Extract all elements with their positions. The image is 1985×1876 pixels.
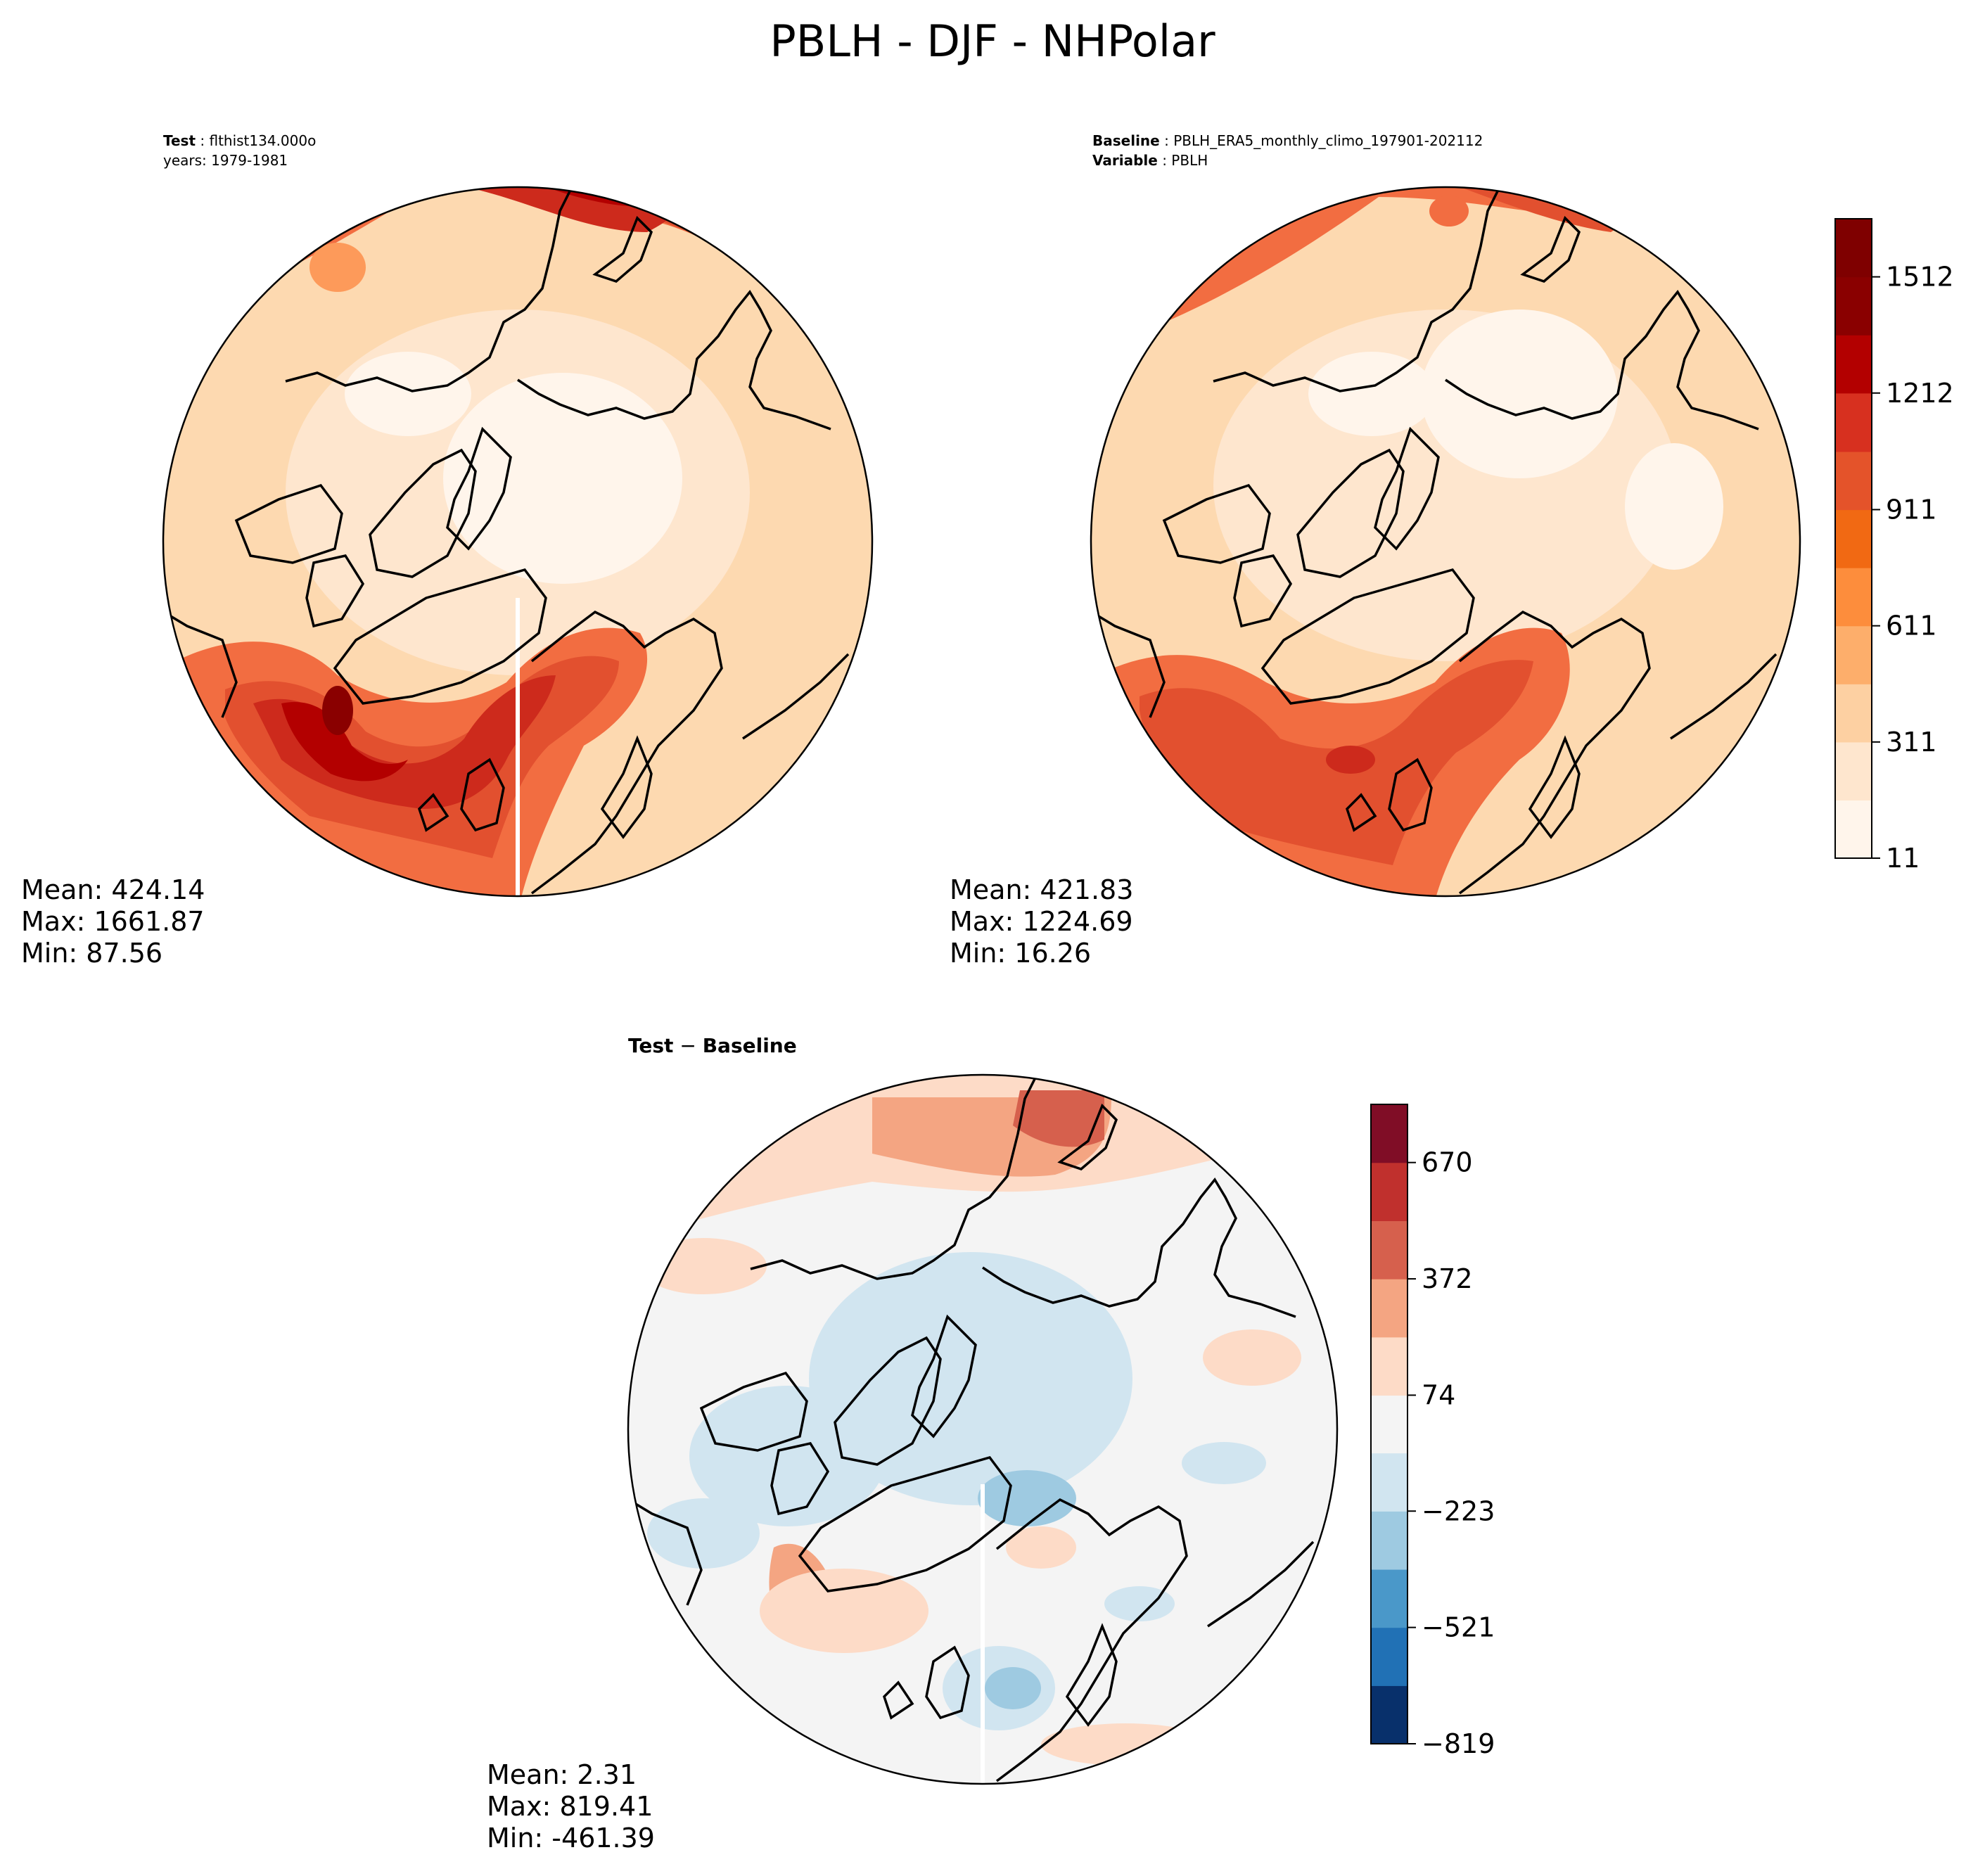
diff-colorbar: −819 −521 −223 74 372 670 xyxy=(1370,1104,1495,1759)
pblh-colorbar-tick-label: 1512 xyxy=(1886,262,1954,293)
diff-panel: Test − Baseline xyxy=(487,1034,1339,1853)
baseline-max-stat: Max: 1224.69 xyxy=(950,906,1133,937)
pblh-colorbar-segment xyxy=(1835,219,1872,278)
test-map-frame xyxy=(162,186,874,898)
diff-colorbar-tick-label: 74 xyxy=(1422,1379,1455,1410)
test-mean-stat: Mean: 424.14 xyxy=(21,874,205,905)
pblh-colorbar-frame xyxy=(1834,218,1872,859)
test-case-label: Test : flthist134.000o xyxy=(163,132,316,149)
test-panel: Test : flthist134.000o years: 1979-1981 xyxy=(21,132,874,969)
diff-colorbar-segment xyxy=(1371,1104,1408,1163)
pblh-colorbar-segment xyxy=(1835,800,1872,859)
diff-map xyxy=(628,1075,1337,1784)
diff-colorbar-segment xyxy=(1371,1279,1408,1338)
pblh-colorbar-segment xyxy=(1835,276,1872,336)
baseline-variable-label: Variable : PBLH xyxy=(1092,152,1208,169)
pblh-colorbar-segment xyxy=(1835,335,1872,394)
pblh-colorbar-tick-label: 311 xyxy=(1886,727,1937,758)
diff-colorbar-tick-label: 372 xyxy=(1422,1263,1473,1294)
diff-colorbar-segment xyxy=(1371,1220,1408,1280)
pblh-colorbar-segment xyxy=(1835,509,1872,568)
diff-panel-title: Test − Baseline xyxy=(628,1034,797,1057)
diff-colorbar-segment xyxy=(1371,1511,1408,1570)
pblh-colorbar-segment xyxy=(1835,393,1872,452)
figure-title: PBLH - DJF - NHPolar xyxy=(770,15,1215,67)
diff-colorbar-tick-label: −521 xyxy=(1422,1612,1495,1643)
diff-min-stat: Min: -461.39 xyxy=(487,1823,655,1853)
diff-colorbar-tick-label: −819 xyxy=(1422,1728,1495,1759)
baseline-case-label: Baseline : PBLH_ERA5_monthly_climo_19790… xyxy=(1092,132,1483,149)
pblh-colorbar-segment xyxy=(1835,451,1872,511)
pblh-colorbar-tick-label: 611 xyxy=(1886,611,1937,642)
pblh-colorbar-segment xyxy=(1835,568,1872,627)
pblh-colorbar-segment xyxy=(1835,684,1872,743)
baseline-map-frame xyxy=(1090,186,1801,898)
pblh-colorbar-tick-label: 11 xyxy=(1886,843,1920,874)
diff-map-frame xyxy=(627,1073,1339,1785)
pblh-colorbar-tick-label: 911 xyxy=(1886,494,1937,525)
diff-colorbar-tick-label: −223 xyxy=(1422,1495,1495,1526)
diff-colorbar-segment xyxy=(1371,1336,1408,1396)
diff-colorbar-segment xyxy=(1371,1162,1408,1221)
test-years-label: years: 1979-1981 xyxy=(163,152,288,169)
pblh-colorbar-segment xyxy=(1835,625,1872,684)
test-map xyxy=(163,187,872,896)
diff-colorbar-tick-label: 670 xyxy=(1422,1147,1473,1178)
diff-colorbar-segment xyxy=(1371,1453,1408,1512)
diff-colorbar-segment xyxy=(1371,1685,1408,1744)
baseline-min-stat: Min: 16.26 xyxy=(950,938,1091,969)
diff-colorbar-segment xyxy=(1371,1569,1408,1628)
test-max-stat: Max: 1661.87 xyxy=(21,906,205,937)
pblh-colorbar-tick-label: 1212 xyxy=(1886,378,1954,409)
baseline-mean-stat: Mean: 421.83 xyxy=(950,874,1133,905)
diff-mean-stat: Mean: 2.31 xyxy=(487,1759,637,1790)
test-min-stat: Min: 87.56 xyxy=(21,938,162,969)
pblh-colorbar-segment xyxy=(1835,741,1872,801)
baseline-panel: Baseline : PBLH_ERA5_monthly_climo_19790… xyxy=(950,132,1801,969)
diff-colorbar-segment xyxy=(1371,1627,1408,1686)
pblh-colorbar: 11 311 611 911 1212 1512 xyxy=(1834,218,1954,874)
diff-colorbar-frame xyxy=(1370,1104,1408,1744)
diff-colorbar-segment xyxy=(1371,1395,1408,1454)
diff-max-stat: Max: 819.41 xyxy=(487,1791,653,1822)
